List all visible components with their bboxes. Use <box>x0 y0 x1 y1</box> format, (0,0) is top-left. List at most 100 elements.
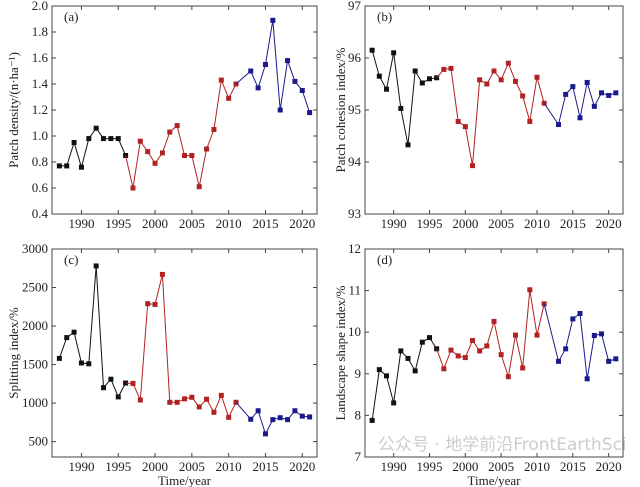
data-point <box>130 380 136 386</box>
y-tick-label: 0.4 <box>32 206 49 221</box>
y-tick-label: 96 <box>348 50 362 65</box>
y-tick-label: 1.8 <box>32 24 48 39</box>
series-line <box>543 82 617 126</box>
data-point <box>307 110 313 116</box>
data-point <box>226 414 232 420</box>
x-tick-label: 2020 <box>596 459 622 474</box>
plot-frame <box>364 248 624 458</box>
data-point <box>520 93 526 99</box>
data-point <box>115 394 121 400</box>
data-point <box>412 368 418 374</box>
data-point <box>419 339 425 345</box>
data-point <box>398 105 404 111</box>
data-point <box>108 376 114 382</box>
x-tick-label: 2010 <box>524 216 550 231</box>
series-line <box>436 61 545 166</box>
data-point <box>477 77 483 83</box>
data-point <box>584 79 590 85</box>
data-point <box>563 91 569 97</box>
plot-frame <box>51 248 318 458</box>
data-point <box>448 347 454 353</box>
data-point <box>577 310 583 316</box>
panel-d: 1990 1995 2000 2005 2010 2015 2020 7 8 9 10 11 12 (d)… <box>333 241 624 487</box>
data-point <box>513 78 518 84</box>
data-point <box>441 66 447 72</box>
x-tick-label: 2000 <box>452 216 478 231</box>
watermark: 公众号 · 地学前沿FrontEarthSci <box>378 435 627 455</box>
data-point <box>78 360 84 366</box>
x-tick-label: 2015 <box>252 459 278 474</box>
x-tick-label: 1990 <box>381 216 407 231</box>
data-point <box>255 85 261 91</box>
panel-a: 1990 1995 2000 2005 2010 2015 2020 0.4 0.6 0.8 1.0… <box>6 0 318 231</box>
series-line <box>235 20 311 113</box>
data-point <box>64 163 70 169</box>
data-point <box>196 404 202 410</box>
data-point <box>513 332 518 338</box>
x-tick-label: 2000 <box>452 459 478 474</box>
series-line <box>543 303 616 379</box>
data-point <box>101 385 107 391</box>
x-axis-label: Time/year <box>468 473 522 487</box>
y-tick-label: 7 <box>355 449 362 464</box>
x-tick-label: 2005 <box>488 216 514 231</box>
x-tick-label: 1990 <box>68 216 94 231</box>
y-tick-label: 94 <box>348 154 362 169</box>
data-point <box>248 68 254 74</box>
x-tick-label: 2000 <box>142 459 168 474</box>
data-point <box>270 417 276 423</box>
x-tick-label: 2010 <box>524 459 550 474</box>
panel-label: (c) <box>64 252 78 267</box>
data-point <box>498 352 504 358</box>
y-axis-label: Landscape shape index/% <box>333 285 348 420</box>
x-tick-label: 2015 <box>252 216 278 231</box>
x-tick-label: 1990 <box>68 459 94 474</box>
data-point <box>369 417 375 423</box>
x-tick-label: 2015 <box>560 216 586 231</box>
data-point <box>255 408 261 414</box>
data-point <box>505 60 511 66</box>
y-tick-label: 1.4 <box>32 76 49 91</box>
data-point <box>405 355 411 361</box>
data-point <box>93 263 99 269</box>
x-tick-label: 2005 <box>179 459 205 474</box>
panel-label: (d) <box>377 252 392 267</box>
data-point <box>182 396 187 402</box>
data-point <box>211 409 217 415</box>
data-point <box>556 122 561 128</box>
y-tick-label: 9 <box>355 366 362 381</box>
y-tick-label: 0.8 <box>32 154 48 169</box>
data-point <box>484 343 490 349</box>
data-point <box>391 50 397 56</box>
y-tick-label: 11 <box>348 283 361 298</box>
data-point <box>262 431 268 437</box>
data-point <box>491 318 497 324</box>
x-tick-label: 1995 <box>105 216 131 231</box>
data-point <box>570 316 576 322</box>
x-tick-label: 2005 <box>179 216 205 231</box>
data-point <box>167 129 173 135</box>
data-point <box>182 153 187 158</box>
data-point <box>491 68 497 74</box>
data-point <box>606 92 612 98</box>
panel-label: (b) <box>377 9 392 24</box>
data-point <box>145 149 151 155</box>
panel-label: (a) <box>64 9 78 24</box>
data-point <box>534 332 540 338</box>
data-point <box>441 366 447 372</box>
x-tick-label: 2015 <box>560 459 586 474</box>
data-point <box>613 356 619 362</box>
data-point <box>520 365 526 371</box>
data-point <box>56 355 62 361</box>
data-point <box>470 338 475 344</box>
y-tick-label: 2000 <box>22 318 48 333</box>
data-point <box>599 331 604 337</box>
data-point <box>376 73 382 79</box>
y-tick-label: 0.6 <box>32 180 49 195</box>
y-axis-label: Patch density/(n·ha⁻¹) <box>6 52 21 168</box>
y-tick-label: 95 <box>348 102 361 117</box>
data-point <box>159 271 165 277</box>
data-point <box>108 136 114 142</box>
y-axis-label: Patch cohesion index/% <box>333 47 348 172</box>
